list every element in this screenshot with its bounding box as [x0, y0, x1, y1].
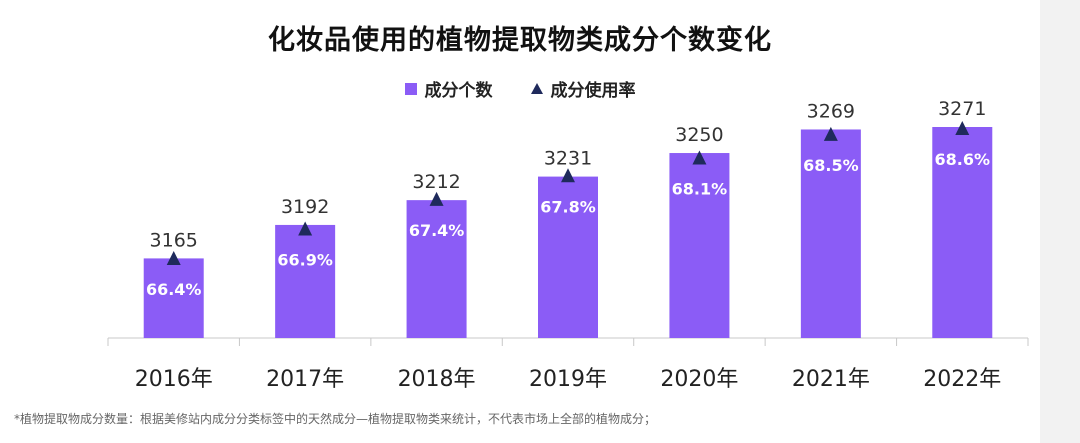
rate-value-label: 67.8% [540, 197, 596, 216]
chart-title: 化妆品使用的植物提取物类成分个数变化 [268, 25, 772, 56]
legend: 成分个数 成分使用率 [0, 76, 1040, 101]
footnote: *植物提取物成分数量：根据美修站内成分分类标签中的天然成分—植物提取物类来统计，… [14, 412, 657, 426]
bar-value-label: 3231 [544, 148, 592, 170]
rate-marker [823, 126, 838, 141]
x-tick-label: 2018年 [398, 367, 476, 392]
rate-marker [429, 191, 444, 206]
bar [538, 176, 598, 338]
rate-value-label: 68.6% [935, 150, 991, 169]
bar [669, 153, 730, 338]
rate-value-label: 66.4% [146, 280, 202, 299]
bar-value-label: 3271 [938, 98, 986, 120]
bar-value-label: 3269 [807, 100, 855, 122]
legend-item-rate: 成分使用率 [530, 76, 636, 101]
rate-marker [955, 121, 970, 135]
rate-value-label: 68.1% [672, 180, 728, 199]
bar-value-label: 3212 [412, 171, 460, 193]
side-strip [1040, 0, 1080, 443]
legend-label-rate: 成分使用率 [550, 81, 636, 101]
legend-swatch-count [404, 82, 417, 95]
rate-marker [561, 168, 575, 183]
x-tick-label: 2017年 [266, 367, 344, 392]
legend-label-count: 成分个数 [424, 81, 493, 101]
x-tick-label: 2019年 [529, 367, 607, 392]
bar-value-label: 3165 [150, 229, 198, 251]
rate-value-label: 68.5% [803, 156, 859, 175]
bar [406, 200, 467, 338]
bar [275, 224, 336, 338]
x-tick-label: 2016年 [135, 367, 213, 392]
bar [143, 258, 204, 338]
rate-marker [692, 150, 707, 165]
x-tick-label: 2021年 [792, 367, 870, 392]
legend-item-count: 成分个数 [404, 76, 493, 101]
bar-value-label: 3250 [675, 124, 723, 146]
legend-triangle-icon [530, 83, 543, 94]
bar-value-label: 3192 [281, 196, 329, 218]
rate-value-label: 66.9% [277, 250, 333, 269]
bar [932, 127, 993, 338]
bar [800, 129, 861, 338]
rate-value-label: 67.4% [409, 221, 465, 240]
x-tick-label: 2020年 [660, 367, 738, 392]
x-tick-label: 2022年 [923, 367, 1001, 392]
rate-marker [166, 251, 181, 265]
rate-marker [298, 221, 313, 236]
